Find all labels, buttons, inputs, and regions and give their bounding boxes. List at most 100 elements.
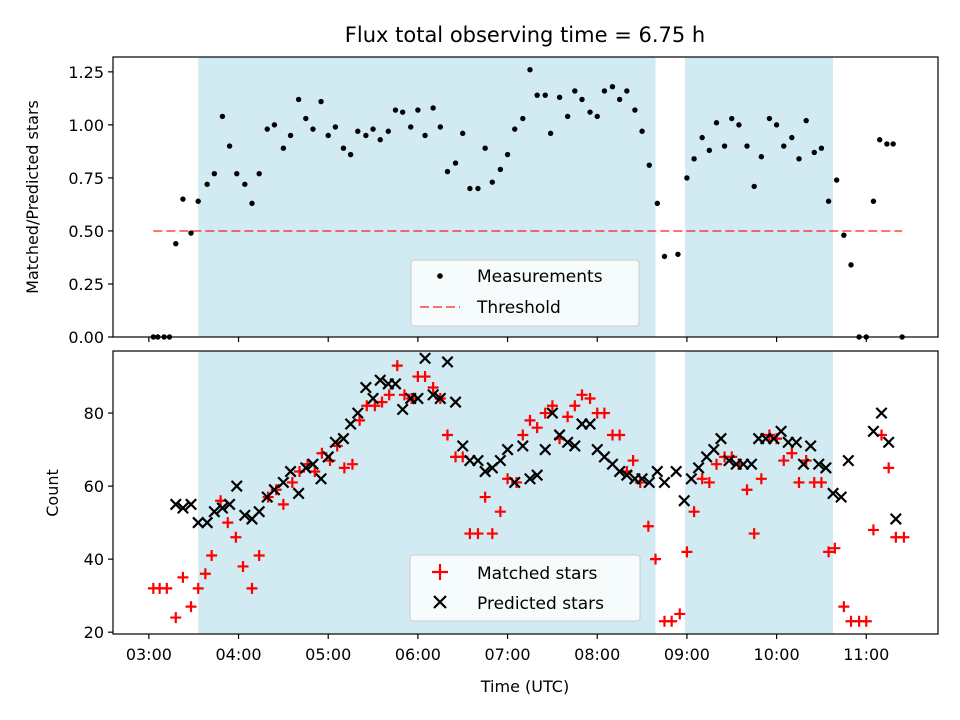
- matched-star-point-53: [546, 400, 558, 412]
- predicted-star-point-1: [176, 502, 189, 514]
- predicted-star-point-86: [819, 461, 832, 474]
- matched-star-point-6: [192, 582, 204, 594]
- predicted-star-point-14: [277, 476, 290, 489]
- measurement-point-52: [534, 92, 540, 98]
- matched-star-point-65: [634, 476, 646, 488]
- measurement-point-46: [489, 179, 496, 185]
- matched-star-point-32: [391, 360, 403, 372]
- predicted-star-point-92: [882, 436, 895, 449]
- matched-star-point-24: [331, 440, 343, 452]
- matched-star-point-14: [253, 549, 265, 561]
- top-y-tick-label-5: 1.25: [68, 63, 104, 82]
- measurement-point-27: [347, 151, 354, 158]
- matched-star-point-62: [614, 429, 626, 441]
- predicted-star-point-24: [351, 407, 364, 420]
- measurement-point-33: [392, 107, 399, 113]
- measurement-point-59: [587, 109, 593, 115]
- predicted-star-point-29: [389, 377, 402, 390]
- measurement-point-39: [437, 124, 444, 130]
- predicted-star-point-7: [223, 498, 236, 511]
- predicted-star-point-5: [208, 505, 221, 518]
- predicted-star-point-93: [889, 512, 902, 525]
- measurement-point-61: [601, 88, 608, 94]
- matched-star-point-7: [199, 568, 211, 580]
- matched-star-point-5: [185, 601, 197, 613]
- measurement-point-11: [226, 143, 233, 149]
- top-shaded-interval-1: [685, 57, 834, 337]
- bottom-x-tick-label-6: 09:00: [664, 645, 710, 664]
- predicted-star-point-15: [284, 465, 297, 478]
- matched-star-point-60: [598, 407, 610, 419]
- bottom-legend-box: [409, 554, 641, 622]
- measurement-point-75: [713, 120, 720, 126]
- measurement-point-47: [497, 166, 504, 173]
- bottom-x-tick-label-0: 03:00: [126, 645, 172, 664]
- predicted-star-point-45: [508, 476, 521, 489]
- top-x-ticks: [148, 337, 867, 342]
- predicted-star-point-21: [329, 436, 342, 449]
- matched-star-point-80: [748, 528, 760, 540]
- predicted-star-point-63: [643, 476, 656, 489]
- bottom-x-tick-label-4: 07:00: [485, 645, 531, 664]
- predicted-star-point-46: [516, 439, 529, 452]
- measurement-point-51: [527, 67, 533, 73]
- predicted-star-point-90: [867, 425, 880, 438]
- top-legend: Measurements Threshold: [410, 259, 640, 327]
- matched-star-point-92: [838, 601, 850, 613]
- measurement-point-92: [841, 232, 847, 238]
- measurement-point-50: [520, 115, 526, 122]
- predicted-star-point-27: [374, 374, 387, 387]
- measurement-point-38: [430, 105, 436, 111]
- measurement-point-78: [736, 122, 742, 128]
- measurement-point-87: [803, 117, 809, 124]
- predicted-star-point-40: [471, 454, 484, 467]
- predicted-star-point-72: [715, 432, 727, 445]
- bottom-y-tick-label-2: 60: [84, 477, 104, 496]
- measurement-point-84: [781, 143, 787, 149]
- predicted-star-point-36: [441, 355, 454, 368]
- predicted-star-point-41: [479, 465, 492, 478]
- bottom-y-tick-label-3: 80: [84, 404, 104, 423]
- measurement-point-21: [303, 115, 309, 122]
- predicted-star-point-19: [315, 472, 328, 485]
- predicted-star-point-82: [790, 436, 803, 449]
- matched-star-point-100: [898, 531, 910, 543]
- measurement-point-60: [594, 113, 600, 120]
- measurement-point-49: [512, 126, 518, 132]
- predicted-star-point-67: [678, 494, 691, 507]
- measurement-point-41: [452, 160, 459, 166]
- measurement-point-74: [706, 147, 713, 154]
- measurement-point-4: [173, 240, 179, 247]
- top-y-axis: 0.00 0.25 0.50 0.75 1.00 1.25: [68, 63, 113, 347]
- predicted-star-point-48: [531, 469, 544, 482]
- measurement-point-98: [884, 141, 890, 147]
- matched-star-point-29: [369, 400, 381, 412]
- top-panel: 0.00 0.25 0.50 0.75 1.00 1.25 Matched/Predict…: [23, 56, 939, 347]
- predicted-star-point-11: [253, 505, 266, 518]
- matched-star-point-64: [627, 455, 639, 467]
- measurement-point-85: [789, 134, 795, 141]
- predicted-star-point-62: [636, 472, 649, 485]
- predicted-star-point-30: [396, 403, 409, 416]
- predicted-star-point-32: [411, 392, 424, 405]
- predicted-star-point-91: [875, 407, 888, 420]
- matched-star-point-50: [524, 414, 536, 426]
- measurement-point-99: [890, 141, 896, 147]
- measurement-point-12: [234, 170, 240, 177]
- measurement-point-66: [639, 128, 645, 134]
- measurement-point-89: [818, 145, 825, 151]
- matched-star-point-13: [246, 582, 258, 594]
- measurement-point-16: [264, 126, 270, 132]
- predicted-star-point-26: [367, 392, 380, 405]
- measurement-point-5: [180, 196, 186, 202]
- measurement-point-6: [188, 230, 194, 236]
- measurement-point-14: [249, 200, 255, 207]
- predicted-star-point-6: [216, 502, 229, 514]
- measurement-point-63: [616, 96, 623, 103]
- bottom-x-tick-label-2: 05:00: [305, 645, 351, 664]
- bottom-x-tick-label-8: 11:00: [843, 645, 889, 664]
- measurement-point-82: [766, 115, 773, 122]
- matched-star-point-30: [376, 396, 388, 408]
- measurement-point-9: [211, 170, 218, 177]
